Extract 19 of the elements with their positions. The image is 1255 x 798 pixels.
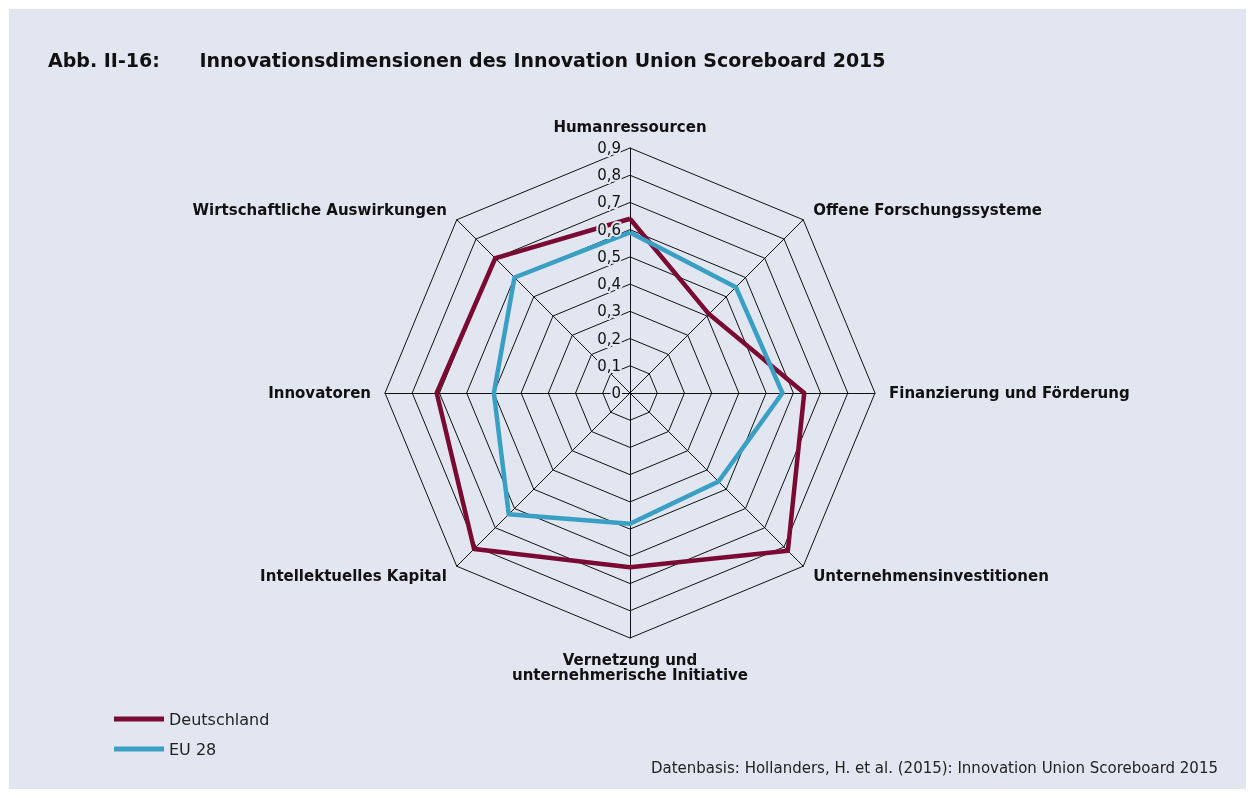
legend-label: Deutschland xyxy=(169,709,270,729)
y-tick-label: 0,5 xyxy=(597,247,621,266)
legend-label: EU 28 xyxy=(169,739,217,759)
y-tick-label: 0,2 xyxy=(597,329,621,348)
spoke-label: Offene Forschungssysteme xyxy=(813,200,1042,219)
spoke-label: Wirtschaftliche Auswirkungen xyxy=(192,200,447,219)
spoke-label: Vernetzung und unternehmerische Initiative xyxy=(512,650,748,684)
y-tick-label: 0,8 xyxy=(597,166,621,185)
chart-title: Abb. II-16: Innovationsdimensionen des Innovation Union Scoreboard 2015 xyxy=(48,48,886,71)
spoke-label: Humanressourcen xyxy=(553,117,707,136)
y-tick-label: 0,4 xyxy=(597,275,621,294)
text: Datenbasis: Hollanders, H. et al. (2015): Innovation Union Scoreboard 2015 xyxy=(650,758,1219,777)
spoke-label: Innovatoren xyxy=(268,384,371,402)
y-tick-label: 0,3 xyxy=(597,302,621,321)
spoke-label: Unternehmensinvestitionen xyxy=(813,567,1049,586)
y-tick-label: 0,7 xyxy=(597,193,621,212)
y-tick-label: 0,9 xyxy=(597,139,621,157)
spoke-label: Intellektuelles Kapital xyxy=(260,567,447,586)
spoke-label: Finanzierung und Förderung xyxy=(889,384,1130,402)
